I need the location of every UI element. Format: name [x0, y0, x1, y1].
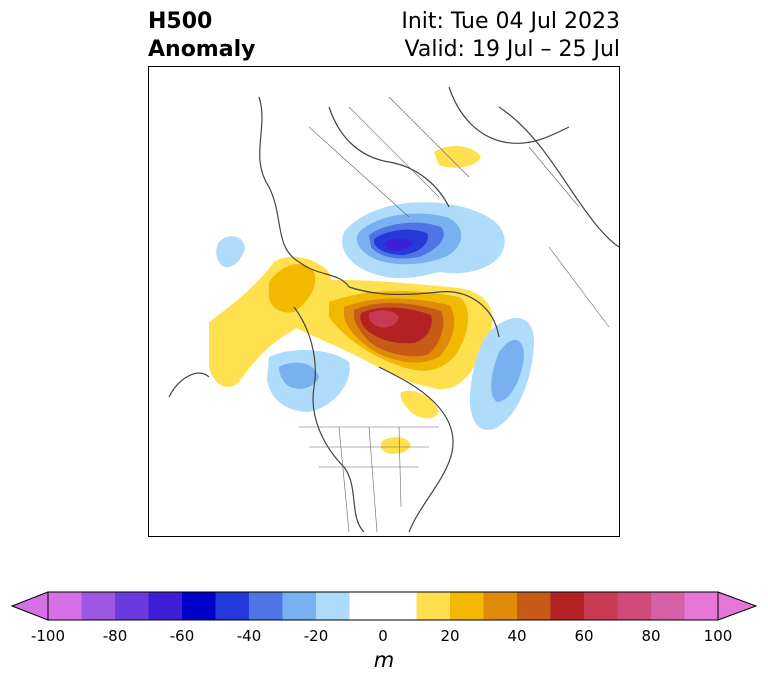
colorbar-tick-label: 80 — [641, 627, 661, 645]
colorbar-extend-high — [717, 591, 758, 621]
colorbar-segment — [215, 592, 250, 620]
negative-anomaly-central-pacific — [216, 236, 245, 268]
negative-anomaly-pacific — [267, 350, 350, 412]
colorbar-segment — [617, 592, 652, 620]
colorbar-segment — [450, 592, 484, 620]
init-label: Init: Tue 04 Jul 2023 — [401, 9, 620, 34]
colorbar-tick-label: -100 — [30, 627, 66, 645]
positive-anomaly-asia — [434, 145, 481, 168]
colorbar-tick-label: -20 — [303, 627, 329, 645]
colorbar-segment — [249, 592, 283, 620]
political-borders — [299, 96, 610, 533]
colorbar-tick-label: 40 — [507, 627, 527, 645]
colorbar-segment — [182, 592, 216, 620]
colorbar-segment — [81, 592, 116, 620]
colorbar-extend-low — [10, 591, 49, 621]
map-canvas — [168, 86, 619, 533]
colorbar-outline — [47, 591, 719, 621]
colorbar-segment — [584, 592, 618, 620]
colorbar-segment — [349, 592, 384, 620]
anomaly-map — [148, 66, 620, 537]
colorbar-segment — [383, 592, 417, 620]
colorbar-tick-label: 20 — [440, 627, 460, 645]
colorbar-segment — [684, 592, 719, 620]
colorbar-tick-label: 100 — [703, 627, 733, 645]
colorbar-segment — [48, 592, 82, 620]
positive-anomaly-great-lakes — [381, 437, 411, 454]
negative-anomaly-atlantic — [469, 318, 534, 430]
colorbar-tick-label: 0 — [378, 627, 388, 645]
colorbar-segment — [282, 592, 317, 620]
positive-anomaly-greenland — [269, 280, 493, 390]
colorbar-segment — [550, 592, 585, 620]
colorbar-segment — [416, 592, 451, 620]
colorbar — [10, 591, 758, 621]
colorbar-tick-label: -80 — [102, 627, 128, 645]
colorbar-tick-label: 60 — [574, 627, 594, 645]
negative-anomaly-barents — [342, 202, 505, 279]
product-label: Anomaly — [148, 37, 256, 62]
valid-label: Valid: 19 Jul – 25 Jul — [404, 37, 620, 62]
colorbar-tick-label: -40 — [236, 627, 262, 645]
colorbar-segment — [148, 592, 183, 620]
positive-anomaly-quebec — [400, 390, 439, 419]
colorbar-segment — [517, 592, 551, 620]
chart-title: H500 Anomaly — [148, 8, 255, 64]
time-info: Init: Tue 04 Jul 2023 Valid: 19 Jul – 25… — [401, 8, 620, 64]
coastlines — [168, 86, 619, 533]
colorbar-units: m — [373, 648, 395, 672]
colorbar-segment — [651, 592, 685, 620]
colorbar-segment — [316, 592, 350, 620]
colorbar-segment — [115, 592, 149, 620]
field-label: H500 — [148, 9, 213, 34]
colorbar-segment — [483, 592, 518, 620]
colorbar-tick-label: -60 — [169, 627, 195, 645]
positive-anomaly-canada — [209, 256, 332, 387]
